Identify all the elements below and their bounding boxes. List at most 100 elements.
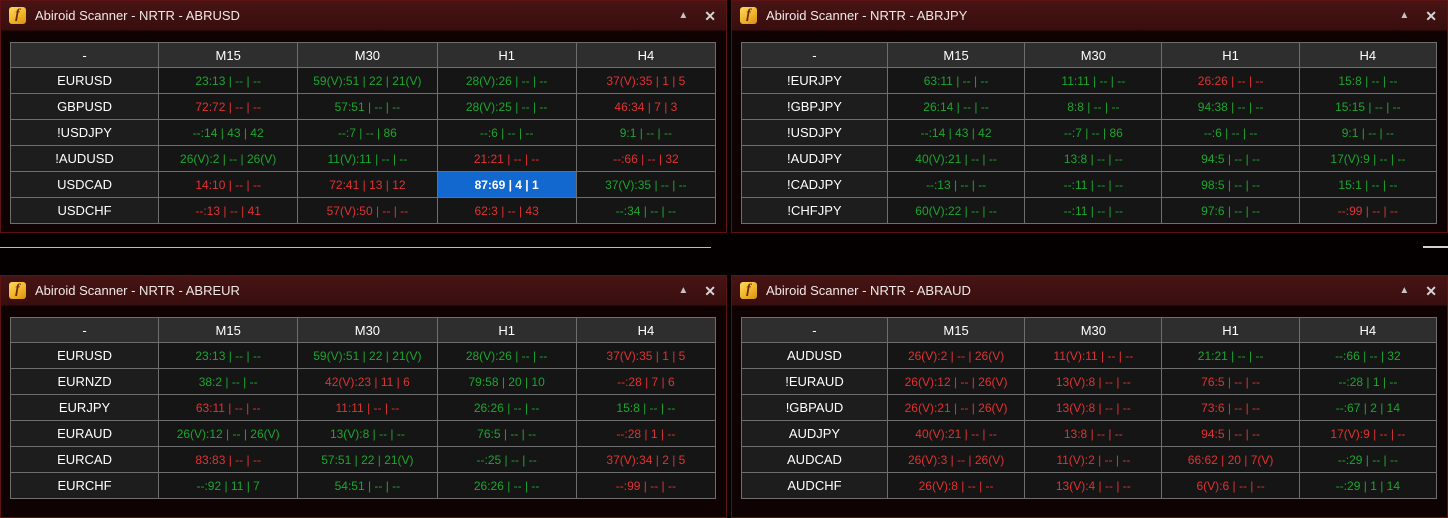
signal-cell[interactable]: --:7 | -- | 86 [1024, 119, 1163, 146]
signal-cell[interactable]: --:92 | 11 | 7 [158, 472, 299, 499]
window-titlebar[interactable]: f Abiroid Scanner - NRTR - ABRJPY ▲ ✕ [732, 1, 1447, 31]
signal-cell[interactable]: 11(V):2 | -- | -- [1024, 446, 1163, 473]
signal-cell[interactable]: 15:1 | -- | -- [1298, 171, 1438, 198]
pair-cell[interactable]: AUDJPY [741, 420, 888, 447]
close-icon[interactable]: ✕ [1425, 7, 1437, 24]
pair-cell[interactable]: USDCHF [9, 197, 160, 224]
signal-cell[interactable]: 11:11 | -- | -- [1024, 67, 1163, 94]
signal-cell[interactable]: 40(V):21 | -- | -- [886, 145, 1026, 172]
pair-cell[interactable]: !EURAUD [741, 368, 888, 395]
signal-cell[interactable]: 17(V):9 | -- | -- [1298, 420, 1438, 447]
signal-cell[interactable]: 26:26 | -- | -- [436, 394, 577, 421]
signal-cell[interactable]: --:29 | 1 | 14 [1298, 472, 1438, 499]
signal-cell[interactable]: --:28 | 7 | 6 [575, 368, 717, 395]
pair-cell[interactable]: !EURJPY [741, 67, 888, 94]
signal-cell[interactable]: --:28 | 1 | -- [1298, 368, 1438, 395]
window-titlebar[interactable]: f Abiroid Scanner - NRTR - ABRAUD ▲ ✕ [732, 276, 1447, 306]
minimize-icon[interactable]: ▲ [1399, 284, 1410, 296]
signal-cell[interactable]: 26(V):2 | -- | 26(V) [158, 145, 299, 172]
signal-cell[interactable]: --:66 | -- | 32 [1298, 342, 1438, 369]
signal-cell[interactable]: 97:6 | -- | -- [1161, 197, 1300, 224]
signal-cell[interactable]: 11(V):11 | -- | -- [297, 145, 438, 172]
signal-cell[interactable]: --:13 | -- | -- [886, 171, 1026, 198]
signal-cell[interactable]: 26(V):3 | -- | 26(V) [886, 446, 1026, 473]
pair-cell[interactable]: GBPUSD [9, 93, 160, 120]
window-titlebar[interactable]: f Abiroid Scanner - NRTR - ABRUSD ▲ ✕ [1, 1, 726, 31]
signal-cell[interactable]: 40(V):21 | -- | -- [886, 420, 1026, 447]
signal-cell[interactable]: --:29 | -- | -- [1298, 446, 1438, 473]
signal-cell[interactable]: 26(V):21 | -- | 26(V) [886, 394, 1026, 421]
signal-cell[interactable]: --:67 | 2 | 14 [1298, 394, 1438, 421]
signal-cell[interactable]: 28(V):26 | -- | -- [436, 67, 577, 94]
signal-cell[interactable]: 94:5 | -- | -- [1161, 145, 1300, 172]
signal-cell[interactable]: 13(V):8 | -- | -- [1024, 368, 1163, 395]
signal-cell[interactable]: 46:34 | 7 | 3 [575, 93, 717, 120]
signal-cell[interactable]: 13:8 | -- | -- [1024, 145, 1163, 172]
signal-cell[interactable]: 26(V):12 | -- | 26(V) [886, 368, 1026, 395]
signal-cell[interactable]: --:34 | -- | -- [575, 197, 717, 224]
signal-cell[interactable]: 9:1 | -- | -- [575, 119, 717, 146]
signal-cell[interactable]: --:6 | -- | -- [1161, 119, 1300, 146]
signal-cell[interactable]: 26(V):12 | -- | 26(V) [158, 420, 299, 447]
signal-cell[interactable]: --:11 | -- | -- [1024, 197, 1163, 224]
signal-cell[interactable]: 26:14 | -- | -- [886, 93, 1026, 120]
signal-cell[interactable]: 42(V):23 | 11 | 6 [297, 368, 438, 395]
pair-cell[interactable]: AUDUSD [741, 342, 888, 369]
signal-cell[interactable]: 37(V):34 | 2 | 5 [575, 446, 717, 473]
signal-cell[interactable]: 6(V):6 | -- | -- [1161, 472, 1300, 499]
signal-cell[interactable]: 76:5 | -- | -- [436, 420, 577, 447]
signal-cell[interactable]: 28(V):26 | -- | -- [436, 342, 577, 369]
window-titlebar[interactable]: f Abiroid Scanner - NRTR - ABREUR ▲ ✕ [1, 276, 726, 306]
signal-cell[interactable]: 15:8 | -- | -- [1298, 67, 1438, 94]
signal-cell[interactable]: 66:62 | 20 | 7(V) [1161, 446, 1300, 473]
signal-cell[interactable]: 9:1 | -- | -- [1298, 119, 1438, 146]
close-icon[interactable]: ✕ [704, 282, 716, 299]
pair-cell[interactable]: !GBPAUD [741, 394, 888, 421]
pair-cell[interactable]: !AUDUSD [9, 145, 160, 172]
signal-cell[interactable]: 94:5 | -- | -- [1161, 420, 1300, 447]
signal-cell[interactable]: 23:13 | -- | -- [158, 342, 299, 369]
signal-cell[interactable]: 26:26 | -- | -- [1161, 67, 1300, 94]
minimize-icon[interactable]: ▲ [1399, 9, 1410, 21]
pair-cell[interactable]: !CHFJPY [741, 197, 888, 224]
signal-cell[interactable]: 26(V):2 | -- | 26(V) [886, 342, 1026, 369]
signal-cell[interactable]: 13(V):8 | -- | -- [297, 420, 438, 447]
close-icon[interactable]: ✕ [704, 7, 716, 24]
pair-cell[interactable]: !AUDJPY [741, 145, 888, 172]
signal-cell[interactable]: --:14 | 43 | 42 [158, 119, 299, 146]
minimize-icon[interactable]: ▲ [678, 9, 689, 21]
signal-cell[interactable]: 57:51 | 22 | 21(V) [297, 446, 438, 473]
signal-cell[interactable]: 11:11 | -- | -- [297, 394, 438, 421]
pair-cell[interactable]: EURJPY [9, 394, 160, 421]
signal-cell[interactable]: --:11 | -- | -- [1024, 171, 1163, 198]
signal-cell[interactable]: 63:11 | -- | -- [158, 394, 299, 421]
signal-cell[interactable]: --:14 | 43 | 42 [886, 119, 1026, 146]
signal-cell[interactable]: 83:83 | -- | -- [158, 446, 299, 473]
pair-cell[interactable]: EURCAD [9, 446, 160, 473]
signal-cell[interactable]: 23:13 | -- | -- [158, 67, 299, 94]
signal-cell[interactable]: 37(V):35 | -- | -- [575, 171, 717, 198]
signal-cell[interactable]: 38:2 | -- | -- [158, 368, 299, 395]
close-icon[interactable]: ✕ [1425, 282, 1437, 299]
signal-cell[interactable]: --:13 | -- | 41 [158, 197, 299, 224]
signal-cell[interactable]: 15:8 | -- | -- [575, 394, 717, 421]
signal-cell[interactable]: --:99 | -- | -- [1298, 197, 1438, 224]
signal-cell[interactable]: --:66 | -- | 32 [575, 145, 717, 172]
pair-cell[interactable]: !GBPJPY [741, 93, 888, 120]
signal-cell[interactable]: 62:3 | -- | 43 [436, 197, 577, 224]
pair-cell[interactable]: EURNZD [9, 368, 160, 395]
signal-cell[interactable]: 37(V):35 | 1 | 5 [575, 342, 717, 369]
pair-cell[interactable]: USDCAD [9, 171, 160, 198]
signal-cell[interactable]: 76:5 | -- | -- [1161, 368, 1300, 395]
signal-cell[interactable]: --:99 | -- | -- [575, 472, 717, 499]
signal-cell[interactable]: 60(V):22 | -- | -- [886, 197, 1026, 224]
signal-cell[interactable]: 21:21 | -- | -- [1161, 342, 1300, 369]
signal-cell[interactable]: 79:58 | 20 | 10 [436, 368, 577, 395]
signal-cell[interactable]: 63:11 | -- | -- [886, 67, 1026, 94]
signal-cell[interactable]: 21:21 | -- | -- [436, 145, 577, 172]
signal-cell[interactable]: 13(V):8 | -- | -- [1024, 394, 1163, 421]
signal-cell[interactable]: 87:69 | 4 | 1 [436, 171, 577, 198]
pair-cell[interactable]: EURUSD [9, 67, 160, 94]
signal-cell[interactable]: 13(V):4 | -- | -- [1024, 472, 1163, 499]
signal-cell[interactable]: 72:72 | -- | -- [158, 93, 299, 120]
